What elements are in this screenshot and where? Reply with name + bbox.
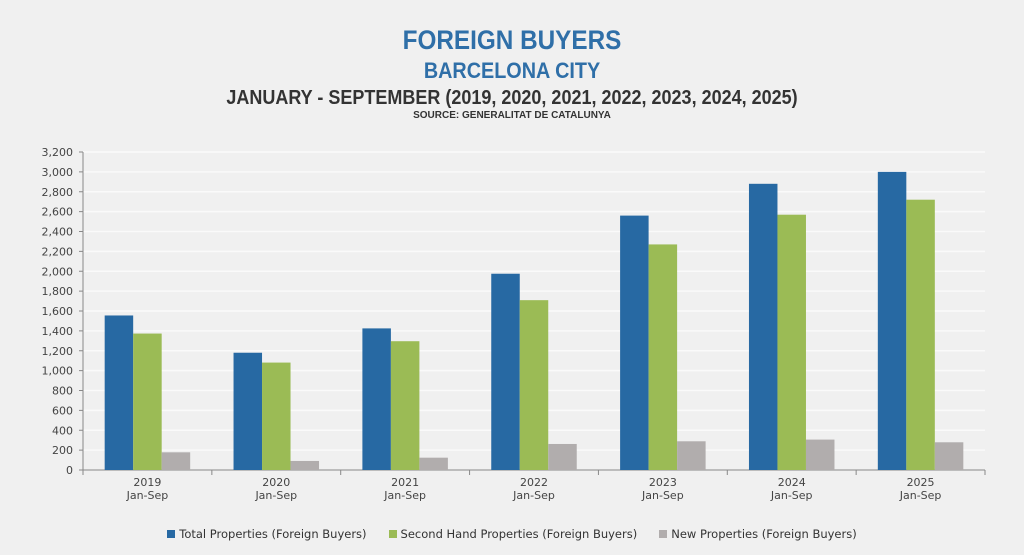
y-tick-label: 200 [52, 444, 73, 457]
y-tick-label: 2,800 [42, 186, 74, 199]
x-tick-label: Jan-Sep [126, 489, 169, 502]
y-tick-label: 1,000 [42, 365, 74, 378]
bar-second-2020 [262, 362, 291, 470]
x-tick-label: 2023 [649, 476, 677, 489]
x-tick-label: 2021 [391, 476, 419, 489]
y-tick-label: 1,400 [42, 325, 74, 338]
bar-second-2024 [777, 214, 806, 470]
bar-total-2024 [748, 183, 778, 471]
bar-new-2022 [548, 443, 577, 470]
bar-new-2021 [419, 457, 448, 470]
y-tick-label: 400 [52, 424, 73, 437]
bar-second-2025 [906, 199, 935, 470]
x-tick-label: 2025 [907, 476, 935, 489]
chart-period: JANUARY - SEPTEMBER (2019, 2020, 2021, 2… [226, 87, 798, 109]
x-tick-label: 2019 [133, 476, 161, 489]
x-tick-label: 2020 [262, 476, 290, 489]
y-tick-label: 2,000 [42, 265, 74, 278]
bar-second-2021 [390, 341, 420, 470]
x-tick-label: Jan-Sep [899, 489, 942, 502]
bar-second-2019 [133, 333, 162, 470]
bar-total-2023 [620, 215, 649, 470]
y-tick-label: 0 [66, 464, 73, 477]
legend-label: Total Properties (Foreign Buyers) [179, 527, 367, 541]
y-tick-label: 1,200 [42, 345, 74, 358]
legend-item: Total Properties (Foreign Buyers) [167, 527, 367, 541]
legend-item: Second Hand Properties (Foreign Buyers) [388, 527, 638, 541]
y-tick-label: 2,400 [42, 226, 74, 239]
legend-swatch [167, 530, 176, 538]
x-tick-label: Jan-Sep [383, 489, 426, 502]
legend-item: New Properties (Foreign Buyers) [659, 527, 857, 541]
y-tick-label: 2,200 [42, 245, 74, 258]
y-tick-label: 600 [52, 404, 73, 417]
bar-total-2025 [877, 171, 907, 470]
chart-title: FOREIGN BUYERS [402, 25, 622, 55]
chart-source: SOURCE: GENERALITAT DE CATALUNYA [413, 110, 611, 121]
x-tick-label: Jan-Sep [512, 489, 555, 502]
y-tick-label: 1,600 [42, 305, 74, 318]
y-tick-label: 3,000 [42, 166, 74, 179]
bar-total-2020 [233, 352, 263, 470]
bar-second-2023 [648, 244, 678, 470]
x-tick-label: Jan-Sep [641, 489, 684, 502]
x-tick-label: Jan-Sep [770, 489, 813, 502]
legend: Total Properties (Foreign Buyers) Second … [0, 527, 1024, 541]
legend-label: Second Hand Properties (Foreign Buyers) [400, 527, 638, 541]
bar-new-2023 [677, 441, 706, 470]
x-tick-label: 2022 [520, 476, 548, 489]
bar-total-2019 [104, 315, 134, 470]
y-tick-label: 2,600 [42, 206, 74, 219]
y-tick-label: 3,200 [42, 146, 74, 159]
legend-swatch [388, 530, 397, 538]
y-tick-label: 1,800 [42, 285, 74, 298]
bar-total-2022 [491, 273, 520, 470]
legend-swatch [659, 530, 668, 538]
x-tick-label: Jan-Sep [254, 489, 297, 502]
bar-new-2024 [805, 439, 835, 470]
bar-new-2020 [290, 460, 320, 470]
bar-new-2025 [934, 442, 964, 470]
y-tick-label: 800 [52, 385, 73, 398]
x-tick-label: 2024 [778, 476, 806, 489]
legend-label: New Properties (Foreign Buyers) [671, 527, 857, 541]
chart-subtitle: BARCELONA CITY [423, 58, 601, 83]
bar-total-2021 [362, 328, 391, 470]
bar-new-2019 [161, 452, 191, 470]
bar-second-2022 [519, 300, 549, 470]
